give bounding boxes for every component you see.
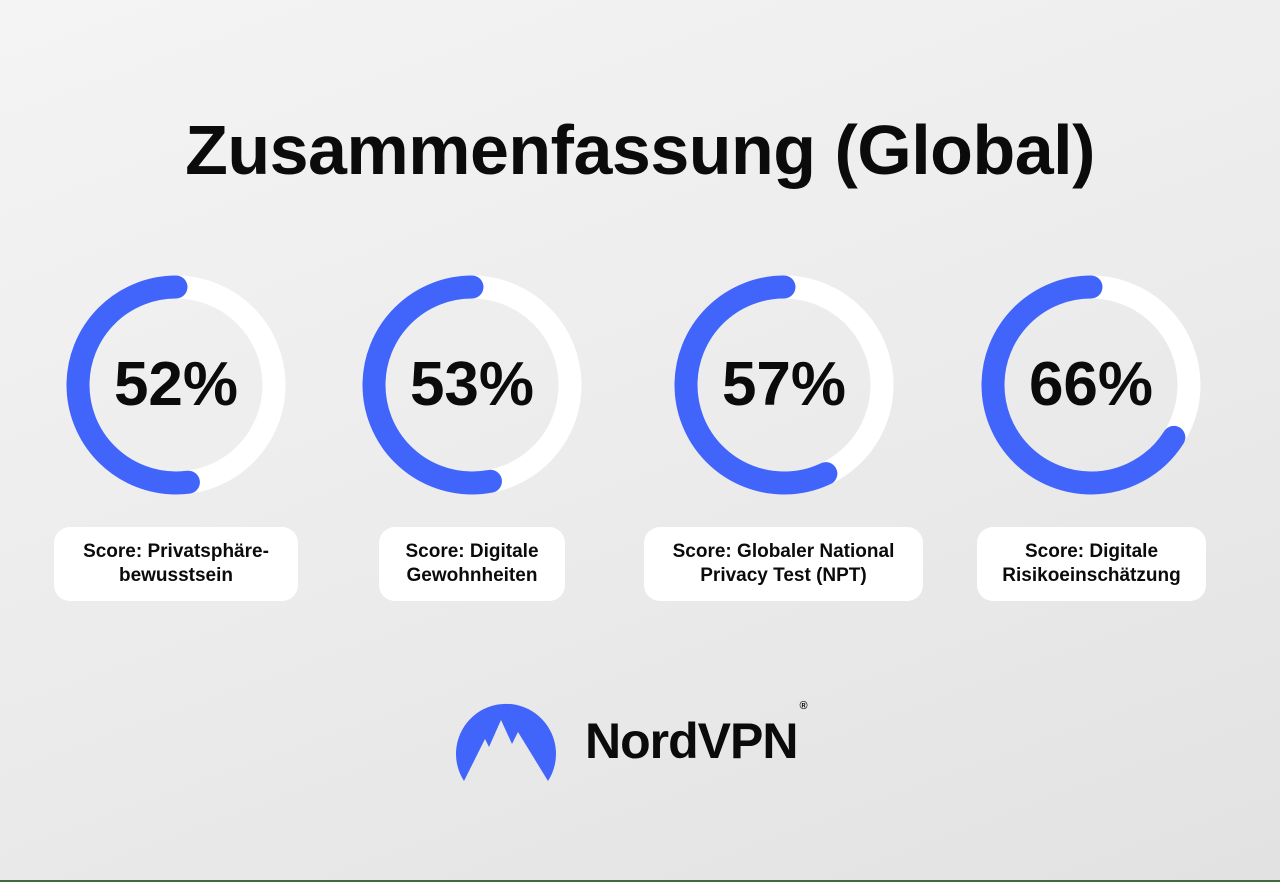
gauge-digital-habits: 53%: [357, 270, 587, 500]
score-label-npt: Score: Globaler National Privacy Test (N…: [644, 527, 923, 601]
gauge-npt: 57%: [669, 270, 899, 500]
score-label-digital-habits: Score: Digitale Gewohnheiten: [379, 527, 565, 601]
label-line-2: bewusstsein: [118, 565, 234, 586]
mountain-logo-icon: [456, 703, 556, 781]
label-line-2: Gewohnheiten: [406, 565, 538, 586]
donut-chart: [362, 275, 582, 495]
label-line-1: Score: Digitale: [405, 541, 539, 562]
label-line-1: Score: Globaler National: [672, 541, 895, 562]
gauge-value: 53%: [409, 350, 535, 419]
label-line-2: Privacy Test (NPT): [700, 565, 867, 586]
gauge-risk-assessment: 66%: [976, 270, 1206, 500]
score-label-risk-assessment: Score: Digitale Risikoeinschätzung: [977, 527, 1206, 601]
gauge-value: 52%: [113, 350, 239, 419]
donut-chart: [674, 275, 894, 495]
donut-chart: [981, 275, 1201, 495]
registered-mark: ®: [799, 700, 807, 712]
page-title: Zusammenfassung (Global): [185, 111, 1095, 189]
bottom-border: [0, 880, 1280, 882]
donut-chart: [66, 275, 286, 495]
label-line-1: Score: Digitale: [1024, 541, 1159, 562]
gauge-privacy-awareness: 52%: [61, 270, 291, 500]
brand-wordmark: NordVPN®: [585, 700, 808, 769]
score-label-privacy-awareness: Score: Privatsphäre- bewusstsein: [54, 527, 298, 601]
nordvpn-logo: NordVPN®: [455, 700, 808, 782]
label-line-1: Score: Privatsphäre-: [83, 541, 269, 562]
gauge-value: 57%: [721, 350, 847, 419]
label-line-2: Risikoeinschätzung: [1002, 565, 1181, 586]
gauge-value: 66%: [1028, 350, 1154, 419]
